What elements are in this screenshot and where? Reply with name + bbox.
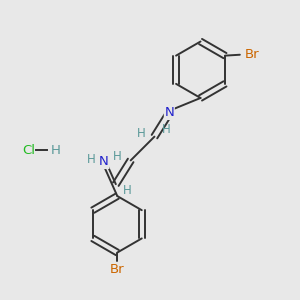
Text: H: H (161, 123, 170, 136)
Text: H: H (87, 153, 96, 166)
Text: H: H (113, 150, 122, 163)
Text: H: H (123, 184, 131, 196)
Text: H: H (137, 127, 146, 140)
Text: H: H (50, 143, 60, 157)
Text: Br: Br (244, 48, 259, 61)
Text: N: N (99, 155, 109, 168)
Text: Cl: Cl (22, 143, 35, 157)
Text: Br: Br (110, 263, 124, 276)
Text: N: N (164, 106, 174, 119)
